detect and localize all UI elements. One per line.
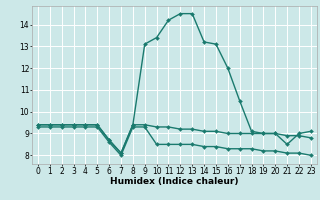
X-axis label: Humidex (Indice chaleur): Humidex (Indice chaleur) (110, 177, 239, 186)
